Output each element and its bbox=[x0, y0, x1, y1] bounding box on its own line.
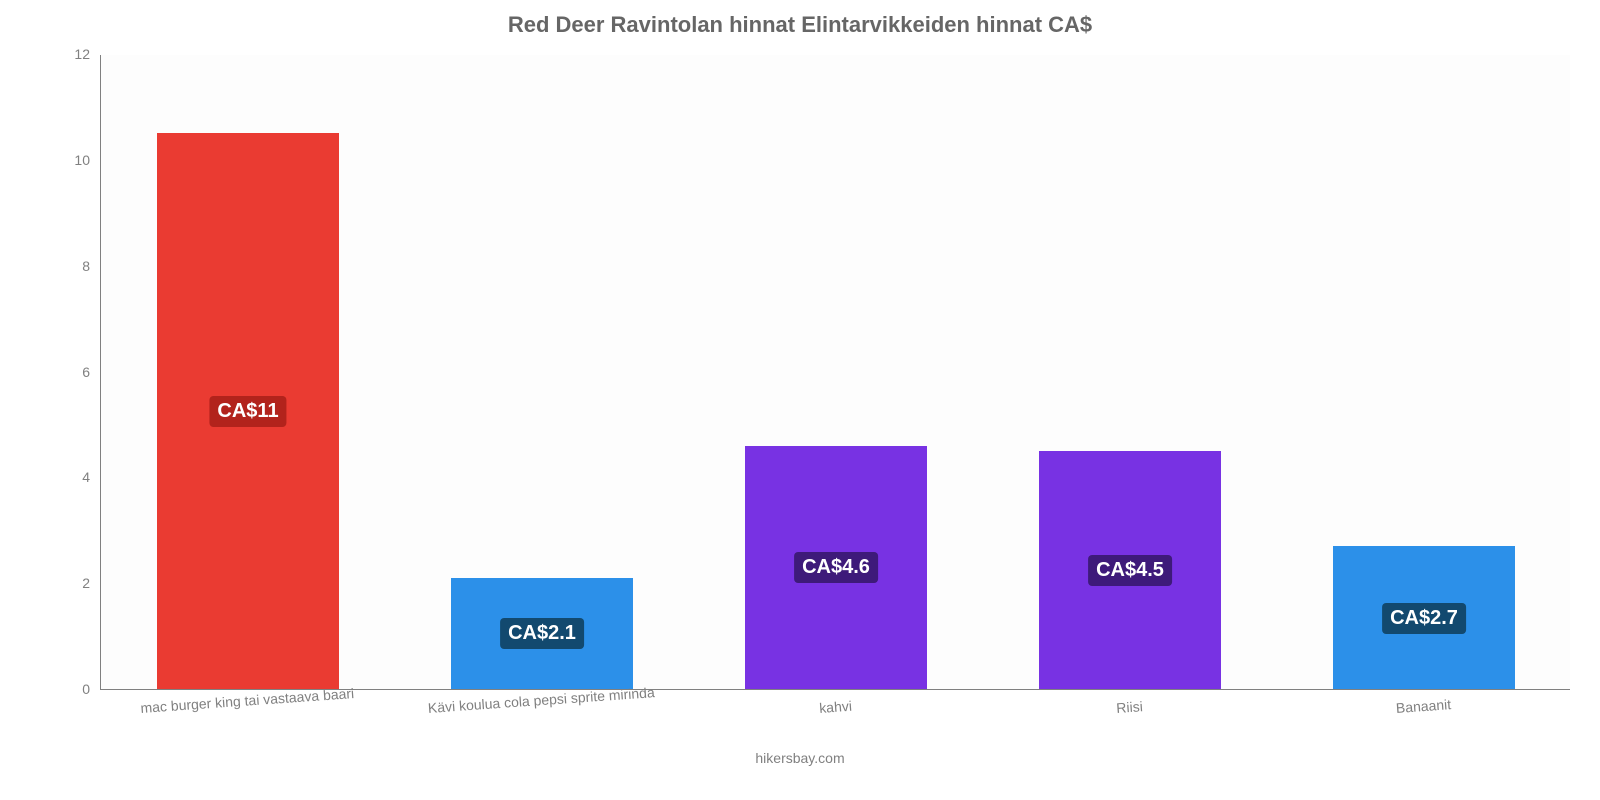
y-tick-label: 12 bbox=[50, 46, 90, 62]
attribution: hikersbay.com bbox=[0, 750, 1600, 766]
bar-chart: Red Deer Ravintolan hinnat Elintarvikkei… bbox=[0, 0, 1600, 800]
y-tick-label: 2 bbox=[50, 575, 90, 591]
x-tick-label: Riisi bbox=[1116, 698, 1144, 716]
y-tick-label: 4 bbox=[50, 469, 90, 485]
bar-value-label: CA$4.6 bbox=[794, 552, 878, 583]
y-tick-label: 10 bbox=[50, 152, 90, 168]
y-tick-label: 6 bbox=[50, 364, 90, 380]
x-tick-label: kahvi bbox=[819, 698, 853, 716]
chart-title: Red Deer Ravintolan hinnat Elintarvikkei… bbox=[0, 0, 1600, 38]
bar-value-label: CA$4.5 bbox=[1088, 555, 1172, 586]
x-tick-label: Banaanit bbox=[1395, 696, 1451, 716]
plot-area: CA$11 CA$2.1 CA$4.6 CA$4.5 CA$2.7 bbox=[100, 55, 1570, 690]
bar-value-label: CA$2.1 bbox=[500, 618, 584, 649]
bar-value-label: CA$11 bbox=[209, 396, 286, 427]
bar-value-label: CA$2.7 bbox=[1382, 603, 1466, 634]
y-tick-label: 8 bbox=[50, 258, 90, 274]
y-tick-label: 0 bbox=[50, 681, 90, 697]
